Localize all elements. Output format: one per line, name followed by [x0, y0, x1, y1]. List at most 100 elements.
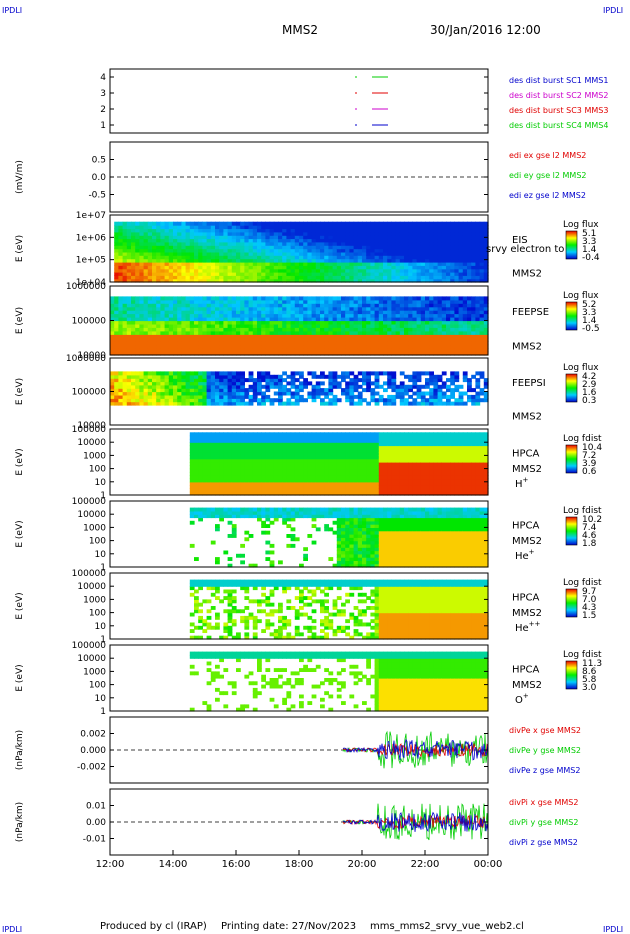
time-axis: 12:00 14:00 16:00 18:00 20:00 22:00 00:00 [96, 850, 502, 870]
colorbar-tick-label: 0.3 [582, 396, 596, 406]
colorbar-tick-label: 7.2 [582, 451, 596, 461]
species-charge: ++ [529, 620, 541, 628]
y-axis-label: E (eV) [15, 235, 25, 262]
legend-entry: edi ex gse l2 MMS2 [509, 151, 586, 160]
spacecraft-label: MMS2 [512, 680, 542, 691]
y-axis-label: (nPa/km) [15, 802, 25, 842]
y-tick-label: 100 [89, 609, 106, 619]
colorbar [565, 230, 578, 260]
x-tick-label: 16:00 [222, 859, 251, 870]
y-tick-label: 1 [100, 635, 106, 645]
colorbar-tick-label: 2.9 [582, 380, 597, 390]
y-tick-label: 1e+05 [76, 256, 106, 266]
y-tick-label: 10 [95, 478, 107, 488]
y-tick-label: 10000 [77, 654, 106, 664]
y-tick-label: 1e+06 [76, 233, 107, 243]
species-label: O+ [515, 692, 529, 706]
spectrogram-8 [189, 579, 489, 640]
instrument-label: FEEPSI [512, 378, 546, 389]
y-tick-label: 0.5 [92, 156, 106, 166]
y-tick-label: 1e+07 [76, 211, 106, 221]
panel-frame [109, 68, 489, 134]
species-charge: + [523, 692, 529, 700]
y-tick-label: 100000 [72, 388, 107, 398]
y-tick-label: 1 [100, 121, 106, 131]
footer-script-name: mms_mms2_srvy_vue_web2.cl [370, 921, 524, 932]
y-axis-label: (mV/m) [15, 160, 25, 194]
colorbar-tick-label: 1.5 [582, 611, 596, 621]
colorbar [565, 373, 578, 403]
y-tick-label: 100 [89, 681, 106, 691]
y-tick-label: -0.002 [77, 763, 106, 773]
colorbar-tick-label: 3.9 [582, 459, 597, 469]
colorbar-title: Log flux [563, 220, 599, 230]
spacecraft-label: MMS2 [512, 412, 542, 423]
spectrogram-5 [110, 371, 489, 406]
spectrogram-7 [189, 507, 489, 568]
y-tick-label: 2 [100, 105, 106, 115]
spectrogram-6 [189, 432, 489, 496]
y-tick-label: 1000 [83, 667, 106, 677]
instrument-label: FEEPSE [512, 307, 549, 318]
y-axis-label: E (eV) [15, 448, 25, 475]
x-tick-label: 12:00 [96, 859, 125, 870]
colorbar-tick-label: -0.4 [582, 253, 600, 263]
legend-entry: des dist burst SC1 MMS1 [509, 76, 608, 85]
burst-markers [355, 76, 388, 126]
spacecraft-label: MMS2 [512, 269, 542, 280]
noise-traces [342, 730, 489, 769]
ipdl-logo-bottom-left: IPDLI [2, 925, 22, 934]
colorbar-tick-label: 5.8 [582, 675, 597, 685]
colorbar-tick-label: 3.3 [582, 237, 596, 247]
y-axis-label: E (eV) [15, 307, 25, 334]
y-axis-label: E (eV) [15, 664, 25, 691]
colorbar-title: Log fdist [563, 578, 602, 588]
instrument-label: HPCA [512, 521, 540, 532]
datetime-title: 30/Jan/2016 12:00 [430, 23, 541, 37]
y-tick-label: 1000 [83, 451, 106, 461]
spacecraft-label: MMS2 [512, 608, 542, 619]
y-tick-label: 1 [100, 491, 106, 501]
y-tick-label: 10 [95, 694, 107, 704]
colorbar-tick-label: 9.7 [582, 587, 596, 597]
colorbar [565, 660, 578, 690]
y-tick-label: 10000 [77, 351, 106, 361]
y-tick-label: 100000 [72, 497, 107, 507]
species-label: H+ [515, 476, 529, 490]
y-tick-label: 0.01 [86, 802, 106, 812]
instrument-label: EIS [512, 235, 528, 246]
spectrogram-3 [114, 221, 489, 283]
y-tick-label: 10000 [77, 510, 106, 520]
colorbar-tick-label: 4.2 [582, 372, 596, 382]
instrument-label: HPCA [512, 593, 540, 604]
colorbar-title: Log flux [563, 291, 599, 301]
spectrogram-4 [110, 296, 489, 356]
y-axis-label: (nPa/km) [15, 730, 25, 770]
colorbar-tick-label: 10.2 [582, 515, 602, 525]
panel-frame [109, 644, 489, 712]
y-tick-label: 0.00 [86, 818, 106, 828]
legend-entry: divPi x gse MMS2 [509, 798, 578, 807]
y-tick-label: 3 [100, 89, 106, 99]
panel-5: 1000000 100000 10000 E (eV) FEEPSI MMS2 Log fl… [15, 354, 599, 431]
y-tick-label: -0.5 [88, 191, 106, 201]
y-axis-label: E (eV) [15, 592, 25, 619]
colorbar [565, 301, 578, 331]
y-tick-label: 100 [89, 465, 106, 475]
x-tick-label: 20:00 [348, 859, 377, 870]
spacecraft-label: MMS2 [512, 341, 542, 352]
y-tick-label: 100000 [72, 317, 107, 327]
footer-produced: Produced by cl (IRAP) [100, 921, 207, 932]
colorbar-title: Log fdist [563, 506, 602, 516]
y-tick-label: 100000 [72, 569, 107, 579]
y-tick-label: 10000 [77, 582, 106, 592]
ipdl-logo-bottom-right: IPDLI [603, 925, 623, 934]
colorbar-tick-label: 5.1 [582, 229, 596, 239]
noise-traces [342, 803, 489, 841]
ipdl-logo-top-left: IPDLI [2, 6, 22, 15]
colorbar-tick-label: 11.3 [582, 659, 602, 669]
y-tick-label: 1000000 [66, 282, 106, 292]
